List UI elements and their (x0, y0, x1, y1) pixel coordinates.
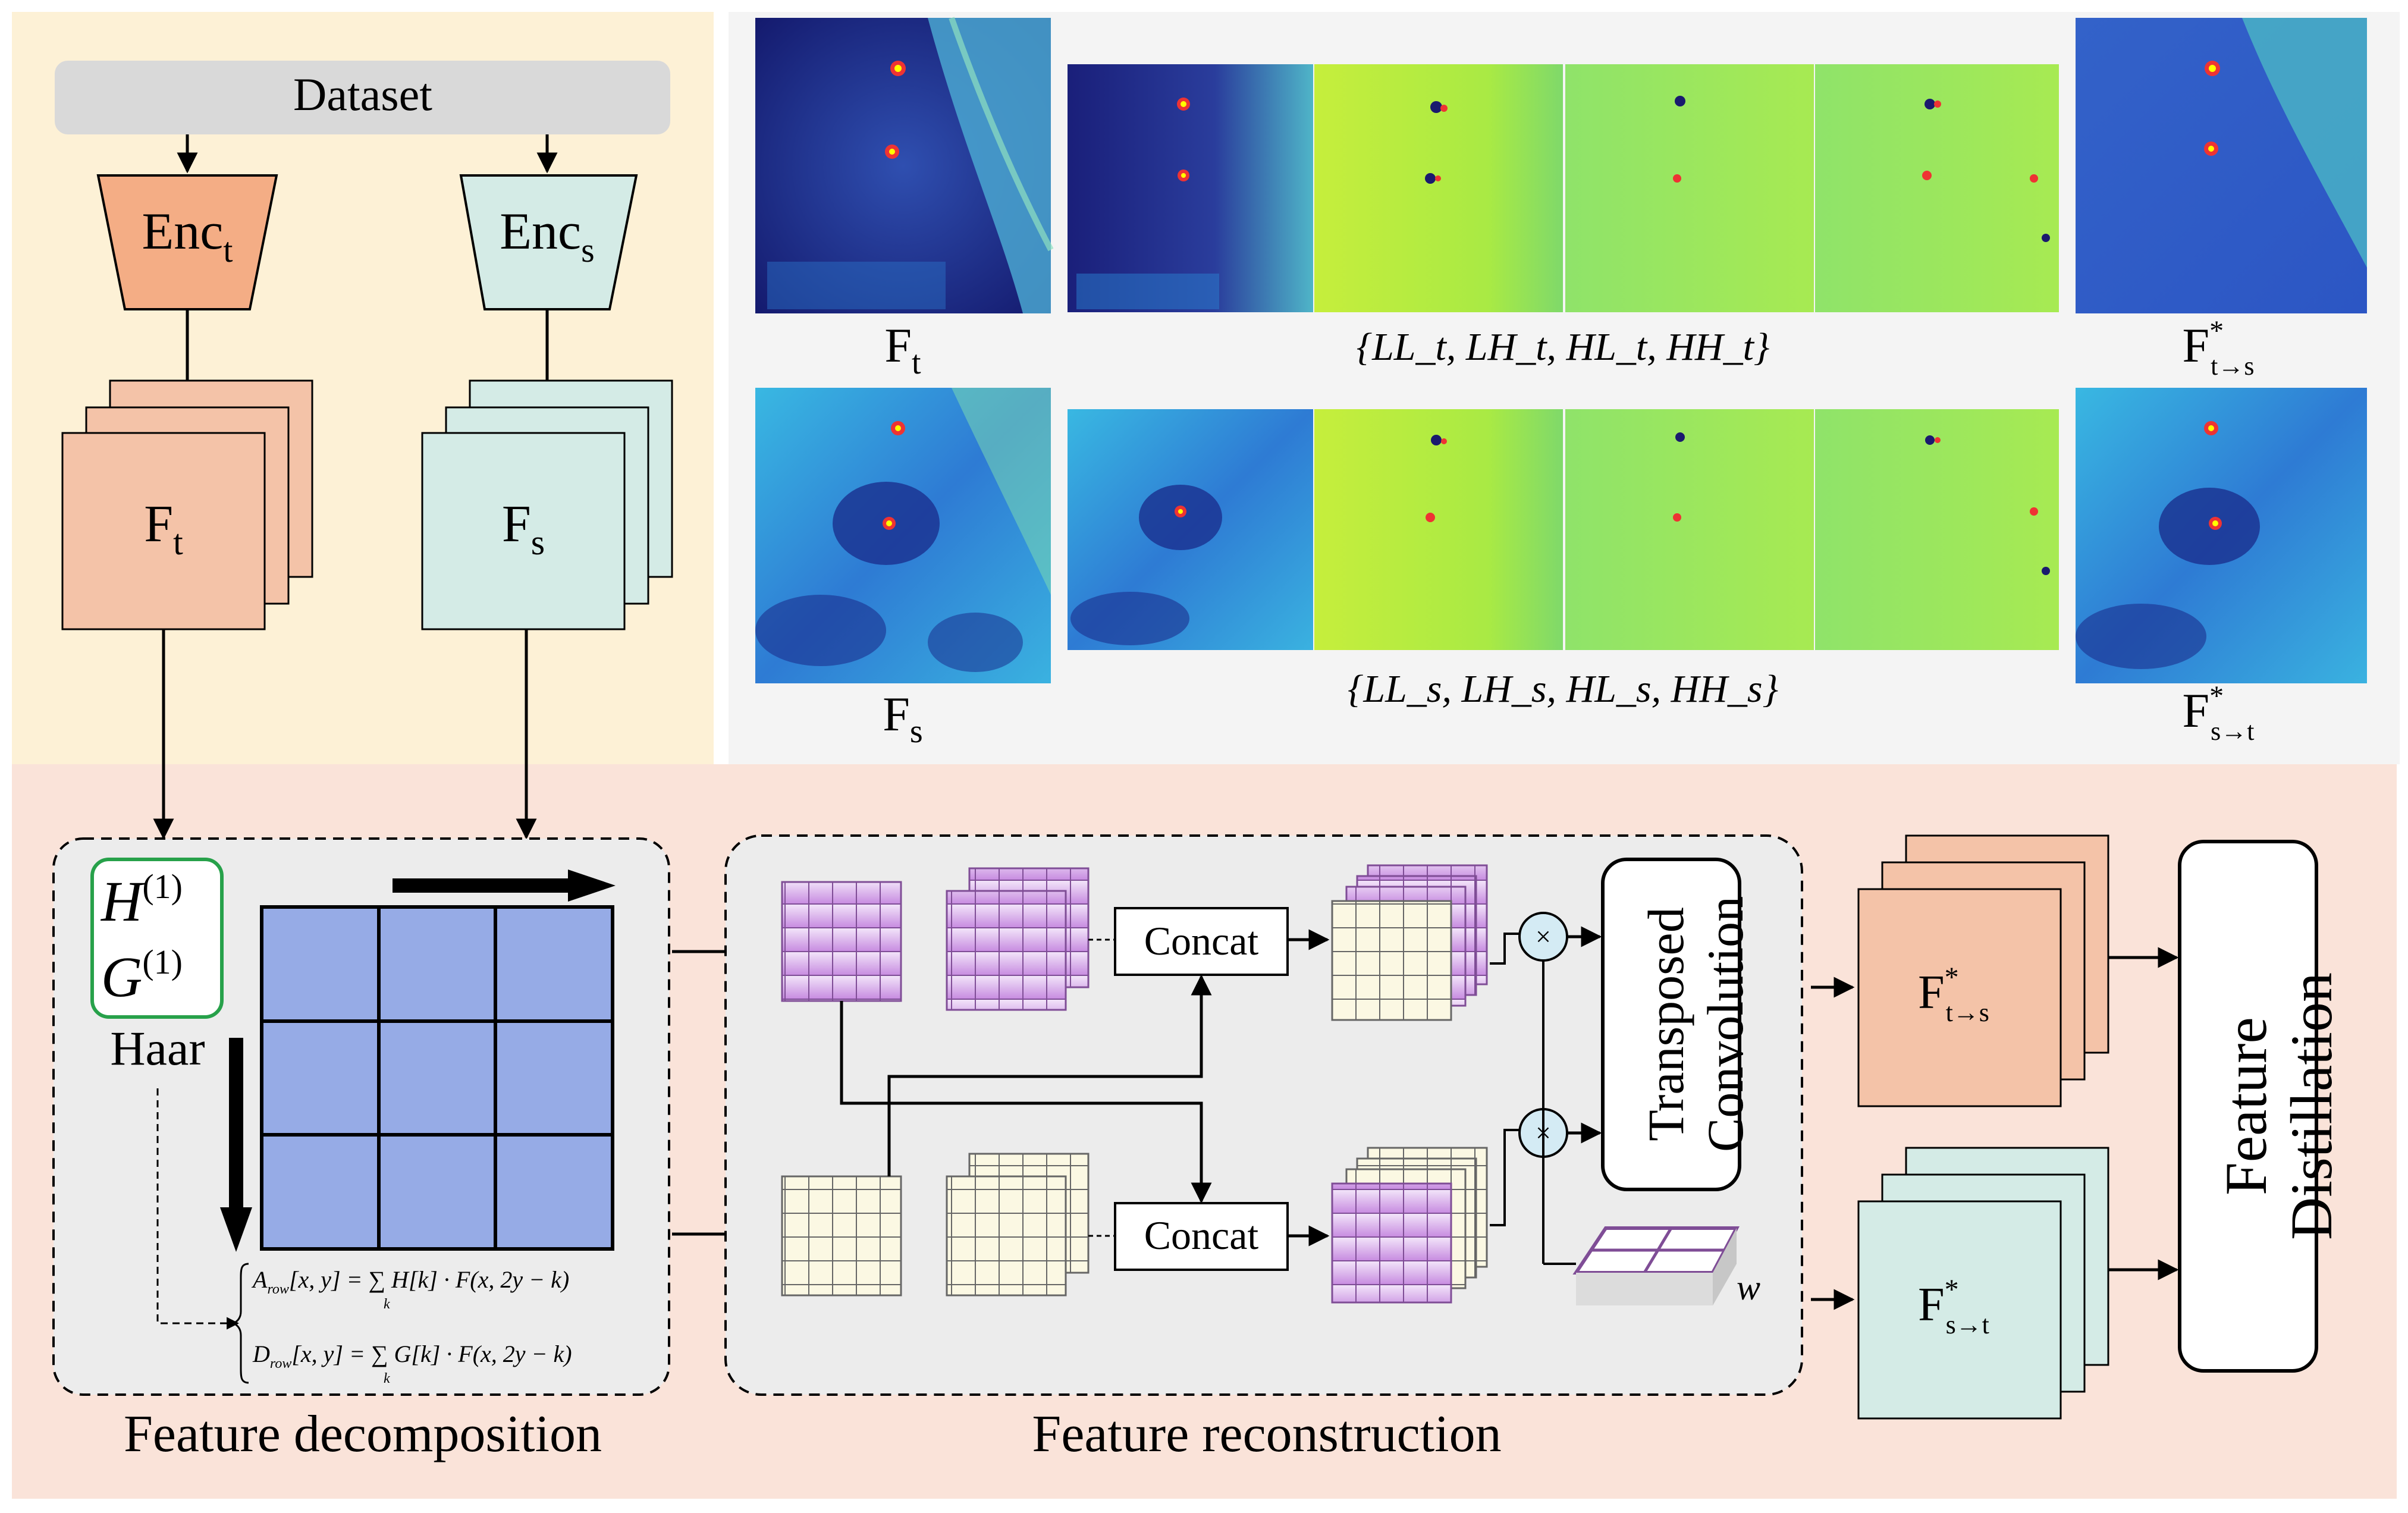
haar-grid (260, 905, 614, 1251)
enc-s-label: Enc (500, 203, 581, 260)
haar-filter-box: H(1) G(1) (90, 858, 224, 1019)
enc-s-sub: s (581, 231, 595, 269)
equation-block: Arow[x, y] = ∑ H[k] · F(x, 2y − k) k Dro… (230, 1263, 572, 1386)
svg-text:Ft: Ft (144, 495, 183, 562)
haar-to-equation-connector (156, 1088, 240, 1330)
svg-text:Encs: Encs (500, 203, 594, 269)
svg-text:G(1): G(1) (101, 943, 183, 1009)
concat-result-bottom (1331, 1147, 1488, 1304)
enc-t-sub: t (223, 231, 233, 269)
heatmap-fs-caption: Fs (883, 687, 922, 750)
ft-sub: t (173, 523, 183, 562)
output-stack-s-to-t: F* s→t (1857, 1147, 2109, 1420)
heatmap-ll-s (1068, 409, 1313, 650)
heatmap-set-s-caption: {LL_s, LH_s, HL_s, HH_s} (1348, 667, 1778, 711)
svg-text:k: k (384, 1297, 390, 1312)
feature-distillation-box: Feature Distillation (2178, 840, 2344, 1373)
heatmap-fs-to-t-caption: F* s→t (2183, 680, 2255, 746)
fs-sub: s (531, 523, 545, 562)
multiply-node-top: × (1518, 912, 1568, 962)
concat-bottom-box: Concat (1114, 1202, 1289, 1271)
reconstruction-title: Feature reconstruction (1032, 1405, 1501, 1463)
svg-text:Fs: Fs (502, 495, 545, 562)
enc-t-label: Enc (142, 203, 224, 260)
distill-line2: Distillation (2278, 972, 2344, 1240)
heatmap-lh-t (1314, 64, 1563, 312)
svg-text:Drow[x, y] = ∑ G[k] · F(x, 2y: Drow[x, y] = ∑ G[k] · F(x, 2y − k) (252, 1341, 572, 1371)
heatmap-fs-to-t (2076, 388, 2367, 683)
dataset-box: Dataset (55, 61, 670, 134)
svg-text:×: × (1536, 921, 1551, 952)
student-feature-stack: Fs (421, 379, 673, 630)
concat-result-top (1331, 864, 1488, 1021)
transposed-convolution-box: Transposed Convolution (1601, 858, 1754, 1191)
weight-label: w (1737, 1268, 1760, 1307)
svg-text:k: k (384, 1371, 390, 1386)
heatmap-ft (755, 17, 1054, 313)
svg-text:F*s→t: F* s→t (1918, 1274, 1989, 1339)
heatmap-ft-to-s (2076, 18, 2367, 313)
svg-text:Distillation: Distillation (2278, 972, 2344, 1240)
svg-text:Enct: Enct (142, 203, 233, 269)
heatmap-hh-s (1815, 409, 2059, 650)
concat-top-box: Concat (1114, 907, 1289, 976)
output-stack-t-to-s: F* t→s (1857, 834, 2109, 1107)
heatmap-ft-to-s-caption: F* t→s (2183, 315, 2255, 381)
haar-label: Haar (110, 1021, 205, 1075)
cross-bottom-grid-to-top-concat (887, 974, 1212, 1176)
row-scan-arrow (393, 869, 616, 902)
high-freq-stack-top (946, 867, 1090, 1011)
heatmap-hl-t (1565, 64, 1814, 312)
high-freq-stack-bottom (946, 1153, 1090, 1297)
svg-text:F*t→s: F* t→s (1918, 962, 1989, 1027)
filter-h-sup: (1) (142, 867, 183, 906)
svg-text:Arow[x, y] = ∑ H[k] · F(x, 2y: Arow[x, y] = ∑ H[k] · F(x, 2y − k) (251, 1266, 569, 1297)
svg-text:H(1): H(1) (100, 867, 183, 933)
heatmap-fs (755, 388, 1051, 683)
svg-text:Concat: Concat (1144, 918, 1259, 963)
transposed-line2: Convolution (1697, 896, 1754, 1152)
filter-g-sup: (1) (142, 943, 183, 981)
bottom-stack-to-multiply (1490, 1129, 1519, 1226)
svg-text:Transposed: Transposed (1637, 907, 1694, 1141)
column-scan-arrow (220, 1038, 252, 1252)
fs-label: F (502, 495, 531, 553)
distill-line1: Feature (2213, 1017, 2279, 1195)
dataset-label: Dataset (293, 68, 432, 120)
teacher-encoder: Enct (96, 174, 278, 310)
student-encoder: Encs (459, 174, 638, 310)
svg-text:Feature: Feature (2213, 1017, 2279, 1195)
weight-tensor (1572, 1226, 1740, 1305)
low-freq-grid-bottom (781, 1175, 902, 1297)
heatmap-lh-s (1314, 409, 1563, 650)
heatmap-hh-t (1815, 64, 2059, 312)
transposed-line1: Transposed (1637, 907, 1694, 1141)
svg-text:Convolution: Convolution (1697, 896, 1754, 1152)
heatmap-ll-t (1068, 64, 1313, 312)
decomposition-title: Feature decomposition (124, 1405, 602, 1463)
teacher-feature-stack: Ft (61, 379, 313, 630)
top-stack-to-multiply (1490, 933, 1519, 965)
cross-top-grid-to-bottom-concat (840, 1001, 1212, 1204)
heatmap-set-t-caption: {LL_t, LH_t, HL_t, HH_t} (1357, 325, 1770, 369)
low-freq-grid-top (781, 881, 902, 1002)
ft-label: F (144, 495, 173, 553)
filter-g: G (101, 945, 142, 1009)
svg-text:Concat: Concat (1144, 1213, 1259, 1258)
filter-h: H (100, 869, 145, 933)
heatmap-ft-caption: Ft (884, 318, 921, 381)
heatmap-hl-s (1565, 409, 1814, 650)
